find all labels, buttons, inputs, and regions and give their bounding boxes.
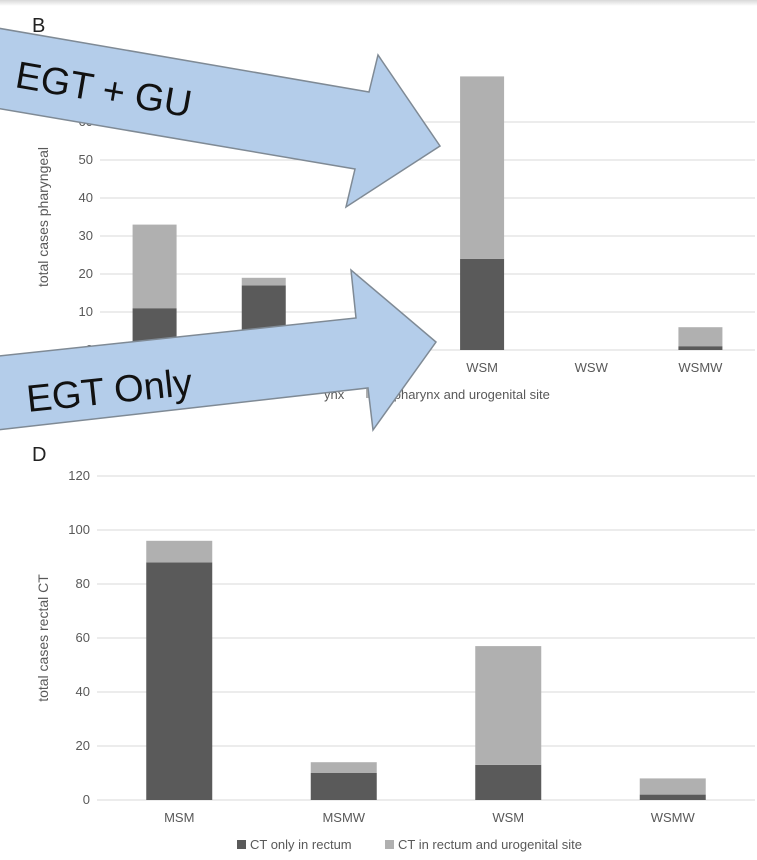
bar-segment-dark: [475, 764, 542, 800]
panel-label: B: [32, 15, 45, 37]
x-tick-label: WSW: [575, 360, 609, 375]
x-tick-label: WSM: [492, 810, 524, 825]
legend-label-light: CT in rectum and urogenital site: [398, 837, 582, 852]
x-tick-label: WSMW: [678, 360, 723, 375]
arrow-top-shape: [0, 27, 442, 209]
y-tick-label: 120: [68, 468, 90, 483]
arrow-bottom-shape: [0, 268, 438, 433]
y-tick-label: 30: [79, 228, 93, 243]
bar-segment-dark: [460, 258, 505, 350]
page-top-shadow: [0, 0, 757, 6]
bar-segment-light: [460, 76, 505, 259]
bar-segment-dark: [310, 773, 377, 800]
y-tick-label: 20: [79, 266, 93, 281]
x-tick-label: MSM: [164, 810, 194, 825]
y-tick-label: 10: [79, 304, 93, 319]
bar-segment-light: [132, 224, 177, 309]
y-tick-label: 40: [76, 684, 90, 699]
bar-segment-light: [146, 540, 213, 563]
bar-segment-light: [241, 277, 286, 286]
y-tick-label: 80: [76, 576, 90, 591]
y-axis-title: total cases pharyngeal: [35, 147, 51, 287]
legend-label-light: in pharynx and urogenital site: [380, 387, 550, 402]
x-tick-label: WSM: [466, 360, 498, 375]
bar-segment-light: [678, 327, 723, 347]
y-tick-label: 50: [79, 152, 93, 167]
bar-segment-light: [475, 646, 542, 765]
y-tick-label: 40: [79, 190, 93, 205]
y-tick-label: 0: [83, 792, 90, 807]
x-tick-label: WSMW: [651, 810, 696, 825]
y-axis-title: total cases rectal CT: [35, 574, 51, 702]
chart-panel-d: 0 20 40 60 80 100 120 MSM MSMW WSM WSMW total cases…: [32, 444, 755, 852]
legend-swatch-dark: [237, 840, 246, 849]
y-tick-label: 100: [68, 522, 90, 537]
legend-label-dark: CT only in rectum: [250, 837, 352, 852]
legend-swatch-light: [385, 840, 394, 849]
y-tick-label: 60: [76, 630, 90, 645]
bar-segment-light: [639, 778, 706, 795]
bar-segment-dark: [678, 346, 723, 350]
panel-label: D: [32, 444, 46, 466]
y-tick-label: 20: [76, 738, 90, 753]
x-tick-label: MSMW: [322, 810, 365, 825]
bar-segment-light: [310, 762, 377, 773]
bar-segment-dark: [639, 794, 706, 800]
bar-segment-dark: [146, 562, 213, 800]
